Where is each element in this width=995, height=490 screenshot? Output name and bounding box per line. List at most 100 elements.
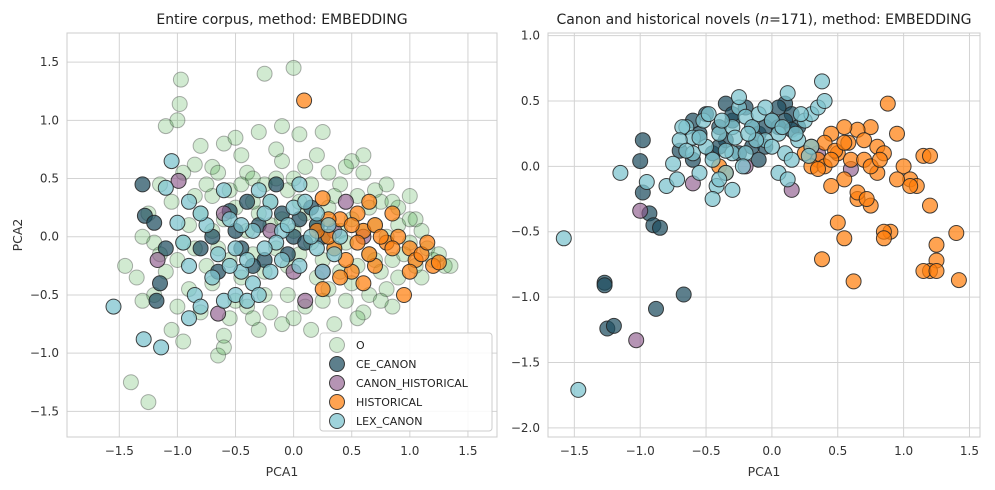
scatter-point — [308, 147, 325, 164]
chart-panel-2: −1.5 −1.0 −0.5 0.0 0.5 1.0 1.5 −2.0 −1.5 −1.0 −0.5… — [511, 12, 981, 479]
scatter-point — [902, 178, 919, 194]
scatter-point — [674, 119, 691, 136]
scatter-point — [157, 179, 174, 196]
scatter-point — [948, 225, 965, 241]
axes-frame — [547, 32, 981, 438]
scatter-point — [279, 217, 296, 234]
scatter-point — [204, 269, 221, 286]
scatter-point — [146, 214, 163, 231]
scatter-point — [836, 230, 853, 247]
scatter-point — [204, 158, 221, 175]
scatter-point — [149, 252, 166, 268]
chart-panel-1: −1.5 −1.0 −0.5 0.0 0.5 1.0 1.5 −1.5 −1.0 −0.5 0.0 0… — [10, 12, 498, 479]
legend-marker — [329, 394, 345, 410]
scatter-point — [596, 277, 613, 294]
scatter-point — [297, 193, 314, 210]
scatter-point — [227, 129, 244, 146]
scatter-point — [419, 234, 436, 251]
scatter-point — [875, 230, 892, 247]
scatter-point — [268, 176, 285, 193]
scatter-point — [250, 321, 267, 338]
scatter-point — [349, 234, 366, 251]
scatter-point — [303, 228, 320, 245]
scatter-point — [704, 191, 721, 207]
scatter-point — [343, 217, 360, 234]
scatter-point — [274, 118, 290, 135]
scatter-point — [787, 125, 804, 142]
scatter-point — [401, 188, 418, 204]
scatter-point — [634, 132, 651, 149]
scatter-point — [632, 153, 649, 170]
scatter-point — [308, 205, 325, 222]
scatter-point — [181, 193, 197, 210]
scatter-point — [192, 240, 209, 257]
scatter-point — [326, 246, 343, 263]
scatter-point — [332, 228, 349, 245]
scatter-point — [836, 171, 853, 188]
scatter-point — [337, 193, 354, 210]
y-tick-label: −0.5 — [511, 225, 540, 239]
scatter-point — [296, 92, 313, 109]
y-tick-label: −1.5 — [30, 404, 59, 418]
scatter-point — [845, 273, 862, 290]
scatter-point — [665, 155, 682, 172]
scatter-point — [172, 71, 189, 88]
x-tick-label: −0.5 — [691, 444, 720, 458]
scatter-point — [157, 240, 174, 257]
x-tick-label: −1.0 — [626, 444, 655, 458]
scatter-point — [297, 158, 314, 175]
scatter-point — [244, 310, 261, 327]
scatter-point — [221, 257, 238, 274]
scatter-point — [314, 124, 331, 140]
scatter-point — [407, 211, 424, 228]
scatter-point — [950, 272, 967, 289]
scatter-point — [192, 298, 209, 315]
legend-marker — [329, 375, 345, 391]
scatter-point — [814, 251, 830, 268]
scatter-point — [169, 214, 186, 231]
x-tick-label: 1.5 — [960, 444, 979, 458]
scatter-point — [169, 112, 186, 129]
scatter-point — [175, 234, 192, 251]
scatter-point — [361, 193, 378, 210]
scatter-point — [740, 125, 757, 142]
scatter-point — [332, 269, 349, 286]
y-tick-label: −1.0 — [511, 290, 540, 304]
x-tick-label: 1.0 — [894, 444, 913, 458]
x-axis-label: PCA1 — [748, 464, 781, 479]
axes-frame — [66, 32, 498, 438]
scatter-point — [372, 292, 389, 309]
scatter-point — [570, 381, 587, 398]
scatter-point — [134, 228, 151, 245]
chart-title: Canon and historical novels (n=171), met… — [556, 12, 971, 28]
scatter-point — [792, 106, 809, 123]
scatter-point — [181, 257, 197, 274]
x-tick-label: 0.0 — [284, 444, 303, 458]
scatter-point — [163, 321, 180, 338]
series-canon-historical — [628, 145, 859, 349]
x-tick-label: 0.0 — [762, 444, 781, 458]
scatter-point — [816, 93, 833, 109]
scatter-point — [430, 254, 447, 271]
scatter-point — [192, 137, 209, 154]
scatter-point — [256, 205, 273, 222]
scatter-point — [148, 292, 165, 309]
scatter-point — [700, 106, 717, 123]
scatter-point — [233, 217, 250, 234]
scatter-point — [724, 181, 741, 198]
scatter-point — [262, 263, 279, 280]
scatter-point — [750, 151, 767, 168]
scatter-point — [314, 263, 331, 280]
scatter-point — [928, 263, 945, 279]
scatter-point — [922, 147, 938, 164]
scatter-point — [268, 141, 285, 158]
scatter-point — [731, 89, 747, 106]
scatter-point — [291, 126, 308, 143]
scatter-point — [734, 158, 751, 175]
scatter-point — [291, 176, 308, 193]
scatter-point — [378, 176, 395, 193]
scatter-point — [737, 145, 754, 162]
scatter-point — [800, 147, 817, 164]
scatter-point — [332, 176, 349, 193]
